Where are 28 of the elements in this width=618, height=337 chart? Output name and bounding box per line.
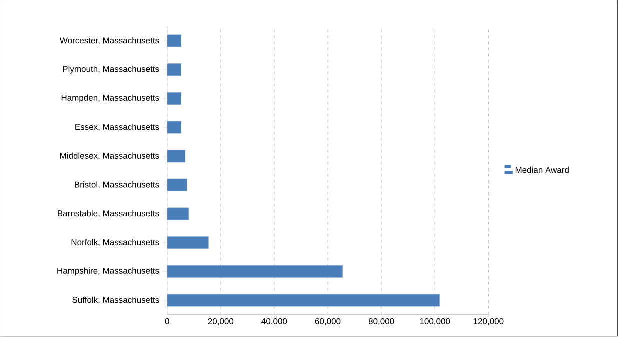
bar xyxy=(167,121,182,134)
x-tick-label: 60,000 xyxy=(315,318,341,326)
y-tick-label: Barnstable, Massachusetts xyxy=(58,210,160,218)
y-tick-label: Essex, Massachusetts xyxy=(76,124,160,132)
y-tick-label: Norfolk, Massachusetts xyxy=(72,239,160,247)
bar xyxy=(167,179,188,192)
x-tick-label: 20,000 xyxy=(208,318,234,326)
x-tick-label: 40,000 xyxy=(262,318,288,326)
x-tick-label: 80,000 xyxy=(368,318,394,326)
y-tick-label: Plymouth, Massachusetts xyxy=(63,66,160,74)
y-tick-label: Hampshire, Massachusetts xyxy=(58,268,160,276)
y-tick-label: Bristol, Massachusetts xyxy=(75,182,160,189)
y-tick-label: Hampden, Massachusetts xyxy=(62,94,160,103)
y-tick-label: Suffolk, Massachusetts xyxy=(72,296,160,304)
x-tick-label: 100,000 xyxy=(420,318,450,326)
bar xyxy=(167,150,186,163)
bar xyxy=(167,294,440,307)
bar xyxy=(167,34,182,48)
y-tick-label: Middlesex, Massachusetts xyxy=(60,152,160,160)
bar xyxy=(167,236,209,250)
legend-label: Median Award xyxy=(516,167,569,174)
x-tick-label: 0 xyxy=(165,318,170,325)
y-tick-label: Worcester, Massachusetts xyxy=(60,38,160,45)
bar xyxy=(167,266,343,278)
bar xyxy=(167,208,190,220)
bar xyxy=(167,64,182,76)
bar xyxy=(167,92,182,106)
x-tick-label: 120,000 xyxy=(474,318,504,326)
